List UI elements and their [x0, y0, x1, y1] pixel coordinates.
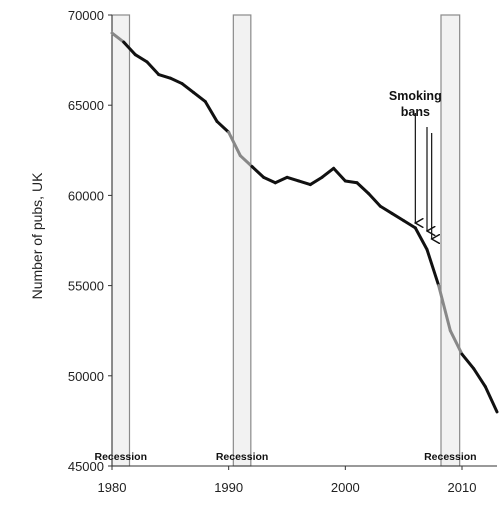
line-segment	[402, 219, 417, 230]
line-segment	[378, 204, 394, 215]
series-line	[110, 31, 499, 414]
line-segment	[355, 181, 371, 196]
line-segment	[215, 119, 231, 134]
line-segment	[448, 329, 464, 356]
line-segment	[367, 192, 382, 208]
line-segment	[297, 179, 312, 187]
line-segment	[168, 76, 184, 86]
x-tick-label: 2000	[331, 480, 360, 495]
line-segment	[425, 248, 441, 288]
annotation-text: bans	[401, 105, 430, 119]
line-segment	[437, 284, 452, 333]
recession-label-3: Recession	[424, 451, 477, 463]
line-segment	[180, 82, 196, 95]
x-tick-label: 2010	[448, 480, 477, 495]
line-segment	[460, 352, 476, 371]
smoking-bans-annotation: Smoking bans	[389, 89, 442, 239]
recession-band-3	[440, 14, 461, 467]
line-segment	[472, 367, 487, 389]
line-segment	[157, 73, 172, 80]
line-segment	[413, 226, 429, 252]
line-segment	[285, 175, 301, 183]
line-segment	[145, 60, 161, 77]
x-tick-labels: 1980 1990 2000 2010	[98, 466, 477, 495]
line-segment	[262, 175, 277, 185]
y-tick-label: 60000	[68, 188, 104, 203]
line-segment	[250, 165, 266, 179]
x-tick-label: 1980	[98, 480, 127, 495]
y-tick-label: 50000	[68, 369, 104, 384]
annotation-text: Smoking	[389, 89, 442, 103]
y-tick-label: 55000	[68, 279, 104, 294]
recession-band-2	[232, 14, 252, 467]
line-segment	[320, 166, 336, 179]
line-segment	[483, 385, 499, 414]
y-tick-label: 70000	[68, 8, 104, 23]
recession-label-2: Recession	[216, 451, 269, 463]
line-segment	[227, 130, 242, 158]
line-segment	[122, 40, 137, 57]
axes	[111, 15, 497, 467]
x-tick-label: 1990	[214, 480, 243, 495]
line-segment	[332, 166, 347, 183]
line-segment	[192, 91, 207, 104]
line-segment	[133, 53, 149, 64]
recession-bands: Recession Recession Recession	[94, 14, 477, 467]
line-segment	[390, 211, 406, 223]
y-tick-labels: 70000 65000 60000 55000 50000 45000	[68, 8, 112, 474]
line-segment	[110, 31, 126, 44]
line-segment	[273, 175, 289, 185]
line-segment	[308, 175, 324, 187]
y-axis-title: Number of pubs, UK	[29, 172, 45, 299]
line-segment	[203, 100, 219, 123]
y-tick-label: 65000	[68, 98, 104, 113]
recession-label-1: Recession	[94, 451, 147, 463]
recession-band-1	[111, 14, 131, 467]
line-segment	[343, 179, 359, 185]
y-tick-label: 45000	[68, 459, 104, 474]
line-segment	[238, 154, 254, 169]
